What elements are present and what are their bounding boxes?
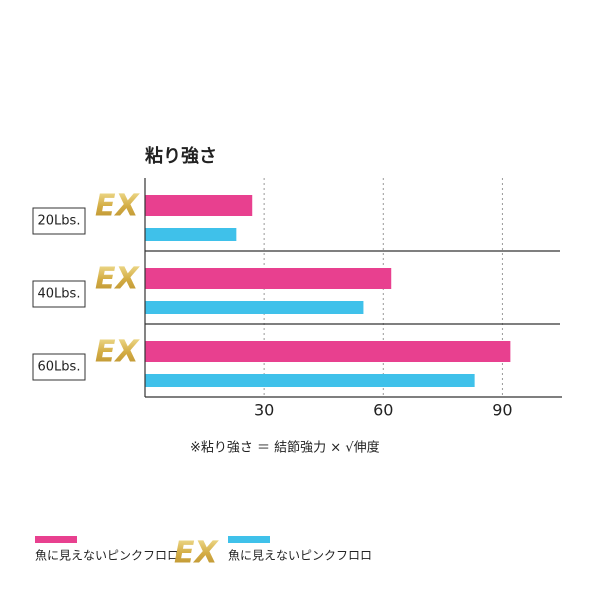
category-box xyxy=(32,280,86,308)
category-label: 20Lbs. xyxy=(38,214,81,229)
legend-label: 魚に見えないピンクフロロ xyxy=(35,549,179,563)
bar xyxy=(145,268,392,289)
bar xyxy=(145,341,511,362)
x-tick-label: 30 xyxy=(254,401,274,420)
category-box xyxy=(32,207,86,235)
ex-badge: EX xyxy=(95,189,140,224)
x-tick-label: 90 xyxy=(492,401,512,420)
legend-swatch xyxy=(35,536,77,543)
ex-badge: EX xyxy=(95,335,140,370)
bar xyxy=(145,301,364,314)
bar xyxy=(145,374,475,387)
bar xyxy=(145,228,237,241)
legend-swatch xyxy=(228,536,270,543)
category-label: 40Lbs. xyxy=(38,287,81,302)
ex-badge: EX xyxy=(95,262,140,297)
chart-title: 粘り強さ xyxy=(145,145,217,167)
x-tick-label: 60 xyxy=(373,401,393,420)
legend-label: 魚に見えないピンクフロロ xyxy=(228,549,372,563)
legend-ex-badge: EX xyxy=(174,536,219,571)
note: ※粘り強さ ＝ 結節強力 × √伸度 xyxy=(190,440,380,456)
category-label: 60Lbs. xyxy=(38,360,81,375)
bar xyxy=(145,195,253,216)
category-box xyxy=(32,353,86,381)
